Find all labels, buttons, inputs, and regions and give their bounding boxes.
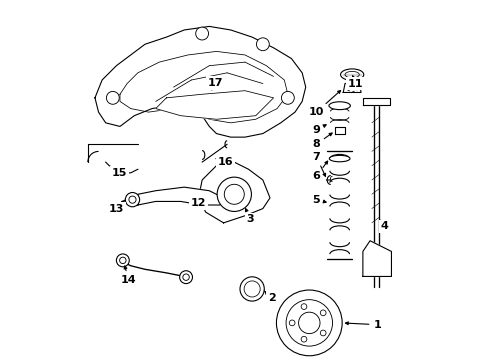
Circle shape [196,27,209,40]
Circle shape [281,91,294,104]
Text: 4: 4 [380,220,388,231]
Text: 14: 14 [121,266,137,285]
Polygon shape [198,162,270,223]
Polygon shape [363,98,390,105]
Circle shape [301,304,307,310]
Polygon shape [335,127,345,134]
Circle shape [217,177,251,211]
Ellipse shape [329,156,350,162]
Text: 5: 5 [313,195,326,204]
Circle shape [301,336,307,342]
Ellipse shape [180,271,193,284]
Text: 6: 6 [313,161,328,181]
Circle shape [276,290,342,356]
Text: 15: 15 [112,168,127,178]
Polygon shape [138,187,223,205]
Ellipse shape [240,277,264,301]
Text: 12: 12 [191,198,206,208]
Ellipse shape [329,102,350,110]
Circle shape [320,330,326,336]
Polygon shape [156,91,273,119]
Text: 10: 10 [309,90,341,117]
Text: 8: 8 [313,133,332,149]
Text: 17: 17 [207,78,223,90]
Text: 2: 2 [264,291,276,303]
Polygon shape [363,241,392,276]
Text: 7: 7 [313,152,325,176]
Text: 1: 1 [345,320,381,330]
Circle shape [289,320,295,326]
Circle shape [320,310,326,316]
Circle shape [256,38,270,51]
Polygon shape [343,84,361,93]
Circle shape [106,91,119,104]
Text: 13: 13 [109,200,125,213]
Ellipse shape [117,254,129,267]
Text: 3: 3 [245,209,254,224]
Text: 9: 9 [313,125,326,135]
Text: 11: 11 [348,76,364,89]
Ellipse shape [125,193,140,207]
Text: 16: 16 [216,157,233,167]
